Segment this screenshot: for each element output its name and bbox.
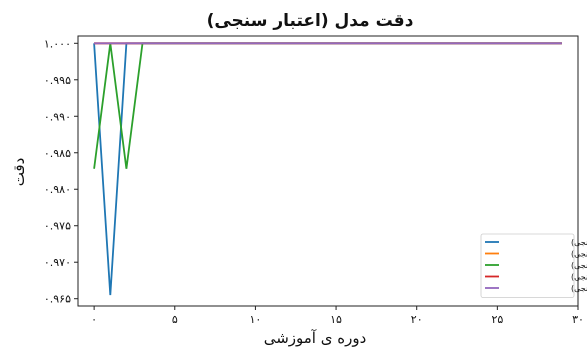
chart-title: دقت مدل (اعتبار سنجی) [207, 11, 414, 31]
x-tick-label: ۲۵ [491, 313, 503, 326]
x-axis-title: دوره ی آموزشی [264, 329, 367, 347]
y-axis-title: دقت [10, 158, 28, 187]
y-tick-label: ۰.۹۸۵ [44, 147, 71, 160]
legend-box [480, 233, 575, 298]
legend-label-2: دقت_۲ (اعتبار سنجی) [571, 250, 587, 259]
y-tick-label: ۰.۹۹۵ [44, 74, 71, 87]
y-tick-label: ۱.۰۰۰ [44, 37, 71, 50]
y-tick-label: ۰.۹۹۰ [44, 110, 71, 123]
y-tick-label: ۰.۹۶۵ [44, 293, 71, 306]
legend-label-4: دقت_۴ (اعتبار سنجی) [571, 273, 587, 282]
y-axis: ۰.۹۶۵ ۰.۹۷۰ ۰.۹۷۵ ۰.۹۸۰ ۰.۹۸۵ ۰.۹۹۰ ۰.۹۹۵ ۱.۰۰۰ [44, 37, 78, 306]
x-tick-label: ۵ [172, 313, 178, 326]
x-tick-label: ۳۰ [572, 313, 584, 326]
series-line-3 [93, 42, 562, 169]
legend: دقت_۱ (اعتبار سنجی) دقت_۲ (اعتبار سنجی) دق… [480, 233, 587, 298]
y-tick-label: ۰.۹۷۵ [44, 220, 71, 233]
y-tick-label: ۰.۹۸۰ [44, 183, 71, 196]
y-tick-label: ۰.۹۷۰ [44, 256, 71, 269]
legend-label-3: دقت_۳ (اعتبار سنجی) [571, 261, 587, 270]
legend-label-1: دقت_۱ (اعتبار سنجی) [571, 238, 587, 247]
x-tick-label: ۲۰ [411, 313, 423, 326]
x-tick-label: ۰ [91, 313, 97, 326]
plot-area [77, 35, 579, 307]
x-tick-label: ۱۵ [330, 313, 342, 326]
x-tick-label: ۱۰ [250, 313, 262, 326]
legend-label-5: دقت_۵ (اعتبار سنجی) [571, 284, 587, 293]
x-axis: ۰ ۵ ۱۰ ۱۵ ۲۰ ۲۵ ۳۰ [91, 306, 584, 326]
series-lines [93, 42, 562, 296]
